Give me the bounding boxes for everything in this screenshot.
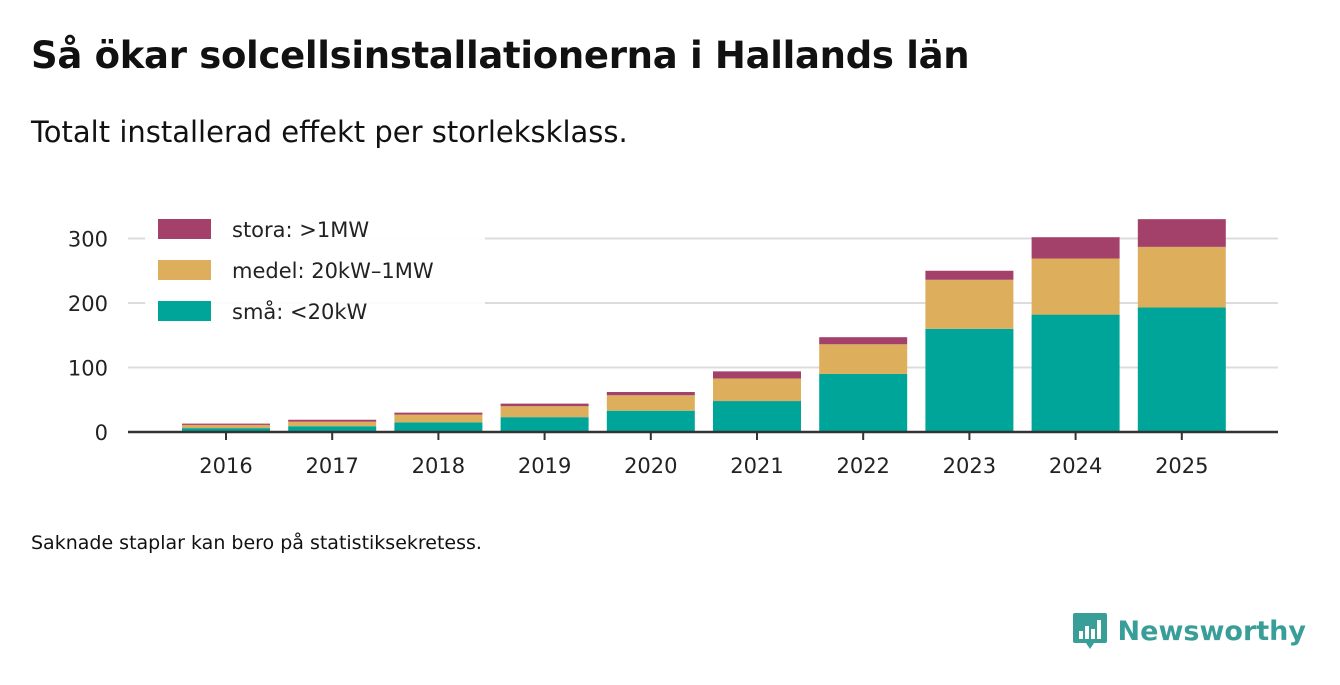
legend-swatch-sma — [158, 301, 211, 321]
bar-medel-2022 — [819, 344, 908, 374]
bar-sma-2017 — [288, 426, 377, 432]
bar-medel-2019 — [500, 406, 589, 418]
bar-sma-2021 — [713, 401, 801, 432]
bar-sma-2022 — [819, 373, 908, 432]
bar-stora-2019 — [500, 403, 589, 407]
y-tick-label: 200 — [68, 292, 108, 316]
bar-medel-2020 — [606, 395, 695, 411]
legend-label-medel: medel: 20kW–1MW — [232, 259, 434, 283]
x-tick-label: 2018 — [412, 454, 465, 478]
x-tick-label: 2024 — [1049, 454, 1102, 478]
bar-sma-2018 — [394, 422, 483, 432]
bar-medel-2024 — [1031, 258, 1120, 315]
x-tick-label: 2017 — [305, 454, 358, 478]
stacked-bar-chart: 0 100 200 300 2016 2017 2018 2019 2020 2021 2022 20… — [68, 210, 1278, 478]
legend-label-sma: små: <20kW — [232, 299, 367, 324]
legend: stora: >1MW medel: 20kW–1MW små: <20kW — [145, 210, 485, 328]
bar-stora-2017 — [288, 419, 377, 422]
newsworthy-logo-icon — [1072, 613, 1107, 649]
bar-sma-2025 — [1137, 307, 1226, 432]
bar-medel-2021 — [713, 378, 801, 402]
bar-stora-2016 — [182, 423, 270, 425]
x-tick-label: 2021 — [730, 454, 783, 478]
bar-medel-2025 — [1137, 246, 1226, 308]
footnote: Saknade staplar kan bero på statistiksek… — [31, 532, 482, 554]
y-tick-label: 0 — [95, 421, 108, 445]
bar-stora-2018 — [394, 412, 483, 415]
x-tick-label: 2019 — [518, 454, 571, 478]
bar-stora-2024 — [1031, 237, 1120, 259]
bar-stora-2022 — [819, 337, 908, 345]
y-tick-label: 300 — [68, 228, 108, 252]
chart-subtitle: Totalt installerad effekt per storlekskl… — [31, 115, 628, 149]
bar-sma-2020 — [606, 410, 695, 432]
x-tick-label: 2016 — [199, 454, 252, 478]
bar-sma-2024 — [1031, 314, 1120, 432]
chart-title: Så ökar solcellsinstallationerna i Halla… — [31, 34, 970, 77]
bars — [182, 219, 1226, 432]
brand-name: Newsworthy — [1117, 615, 1306, 647]
bar-stora-2023 — [925, 270, 1014, 280]
brand-logo: Newsworthy — [1072, 611, 1306, 651]
legend-swatch-stora — [158, 219, 211, 239]
bar-medel-2017 — [288, 421, 377, 427]
bar-sma-2019 — [500, 417, 589, 432]
bar-stora-2021 — [713, 371, 801, 379]
bar-sma-2016 — [182, 428, 270, 432]
bar-stora-2025 — [1137, 219, 1226, 247]
axes: 0 100 200 300 2016 2017 2018 2019 2020 2021 2022 20… — [68, 228, 1278, 478]
bar-medel-2023 — [925, 279, 1014, 329]
legend-swatch-medel — [158, 260, 211, 280]
bar-sma-2023 — [925, 328, 1014, 432]
legend-label-stora: stora: >1MW — [232, 218, 369, 242]
bar-stora-2020 — [606, 392, 695, 396]
x-tick-label: 2025 — [1155, 454, 1208, 478]
bar-medel-2018 — [394, 414, 483, 423]
x-tick-label: 2020 — [624, 454, 677, 478]
x-tick-label: 2023 — [943, 454, 996, 478]
y-tick-label: 100 — [68, 357, 108, 381]
bar-medel-2016 — [182, 424, 270, 429]
x-tick-label: 2022 — [836, 454, 889, 478]
